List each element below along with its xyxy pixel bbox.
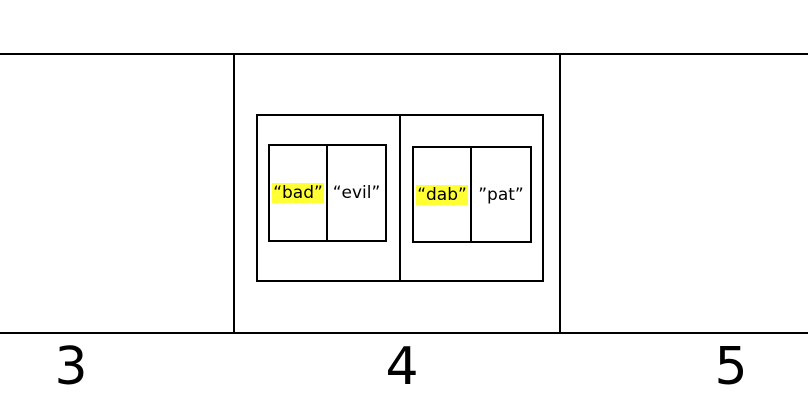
slot-index-label-5: 5 — [714, 337, 748, 397]
array-top-border — [0, 53, 808, 55]
pair-1-divider — [326, 144, 328, 242]
slot-index-label-4: 4 — [385, 337, 419, 397]
pair-2-key: “dab” — [414, 148, 470, 241]
slot-divider-right — [559, 53, 561, 334]
slot-index-label-3: 3 — [54, 337, 88, 397]
pair-2-divider — [470, 146, 472, 243]
pair-2-key-text: “dab” — [416, 184, 468, 205]
array-slot-5 — [561, 55, 808, 332]
array-slot-3 — [0, 55, 233, 332]
pair-2-value-text: ”pat” — [478, 184, 524, 205]
pair-2-value: ”pat” — [472, 148, 530, 241]
pair-1-key: “bad” — [270, 146, 326, 240]
pair-1-value-text: “evil” — [332, 183, 381, 203]
pair-1-key-text: “bad” — [272, 183, 324, 203]
pair-1-value: “evil” — [328, 146, 385, 240]
array-bottom-border — [0, 332, 808, 334]
bucket-divider — [399, 114, 401, 282]
slot-divider-left — [233, 53, 235, 334]
pair-box-2 — [412, 146, 532, 243]
